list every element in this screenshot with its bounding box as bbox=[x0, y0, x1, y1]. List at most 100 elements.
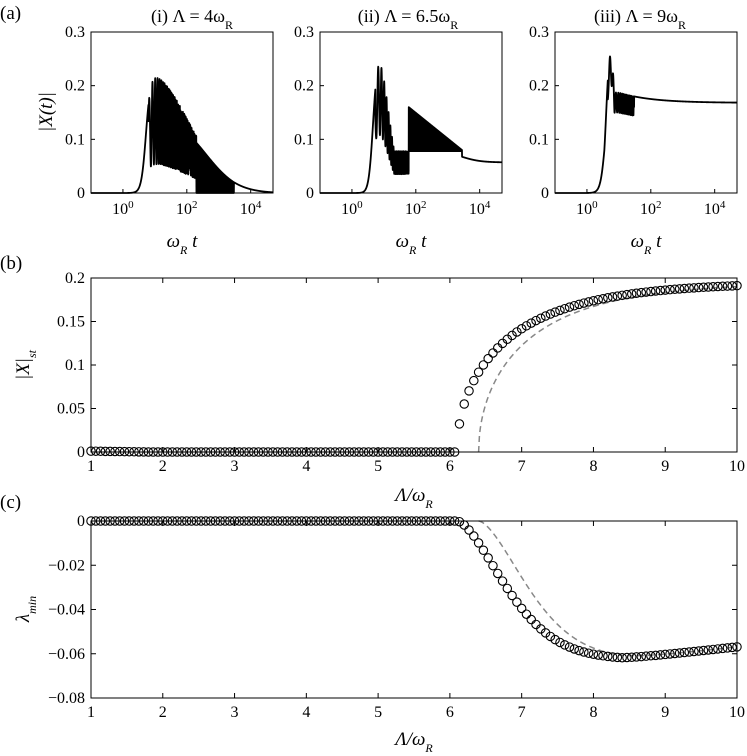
chart-c-marker-122 bbox=[670, 648, 680, 659]
chart-b-marker-88 bbox=[507, 330, 517, 341]
chart-a-i-line bbox=[90, 77, 274, 194]
chart-b-marker-115 bbox=[636, 287, 647, 298]
chart-b-marker-80 bbox=[469, 375, 479, 386]
chart-c-frame bbox=[90, 520, 738, 699]
chart-b-marker-99 bbox=[559, 303, 570, 314]
chart-b-marker-92 bbox=[526, 318, 536, 328]
chart-c-ytick-label-2: −0.04 bbox=[48, 602, 85, 619]
chart-b-xtick-label-0: 1 bbox=[87, 458, 95, 475]
chart-c-marker-79 bbox=[464, 525, 474, 535]
chart-c-marker-105 bbox=[588, 649, 599, 659]
chart-c-marker-83 bbox=[483, 553, 493, 563]
chart-a-ii: (ii) Λ = 6.5ωR 100 102 104 0 0.1 0.2 0.3 ωR t bbox=[294, 6, 503, 257]
chart-b-marker-103 bbox=[579, 298, 589, 308]
chart-c-marker-96 bbox=[545, 631, 556, 642]
chart-a-ii-line bbox=[319, 65, 503, 194]
chart-b-ytick-label-0: 0 bbox=[77, 444, 85, 461]
chart-a-ii-ytick-label-2: 0.2 bbox=[294, 78, 314, 95]
chart-a-iii-xlabel: ωR t bbox=[631, 231, 663, 257]
chart-c-marker-127 bbox=[693, 646, 704, 656]
chart-b-marker-84 bbox=[488, 348, 498, 358]
chart-c-marker-103 bbox=[579, 647, 589, 657]
chart-b-marker-5 bbox=[110, 446, 120, 457]
chart-c-marker-86 bbox=[497, 576, 508, 586]
chart-b-marker-102 bbox=[574, 299, 584, 310]
chart-a-iii-xtick-label-1: 102 bbox=[640, 199, 662, 218]
chart-c-marker-119 bbox=[655, 650, 666, 660]
chart-b-marker-104 bbox=[583, 297, 594, 307]
chart-c-marker-77 bbox=[454, 516, 465, 527]
chart-c-marker-101 bbox=[569, 644, 580, 654]
chart-a-i: (i) Λ = 4ωR 100 102 104 0 0.1 0.2 0.3 ωR t |X(… bbox=[36, 6, 274, 257]
chart-b-marker-82 bbox=[478, 360, 489, 370]
chart-c-markers bbox=[86, 516, 742, 663]
chart-c-marker-104 bbox=[583, 648, 594, 658]
chart-b-marker-91 bbox=[521, 321, 532, 331]
chart-c-marker-134 bbox=[727, 642, 737, 653]
chart-b-frame bbox=[90, 277, 738, 453]
chart-b-ytick-label-2: 0.1 bbox=[65, 357, 85, 374]
chart-a-i-xlabel: ωR t bbox=[167, 231, 199, 257]
chart-c-xtick-label-4: 5 bbox=[374, 704, 382, 721]
chart-b-marker-120 bbox=[660, 285, 670, 295]
chart-b-marker-125 bbox=[684, 283, 694, 293]
chart-a-i-xtick-label-1: 102 bbox=[176, 199, 198, 218]
chart-a-i-xtick-label-0: 100 bbox=[112, 199, 134, 218]
chart-b-marker-100 bbox=[564, 302, 575, 312]
chart-c-marker-84 bbox=[488, 560, 498, 571]
chart-c-marker-80 bbox=[469, 531, 479, 541]
chart-b-marker-121 bbox=[665, 284, 675, 295]
chart-c-marker-93 bbox=[531, 619, 541, 630]
chart-b-xtick-label-6: 7 bbox=[518, 458, 526, 475]
chart-b-marker-134 bbox=[727, 281, 737, 291]
chart-a-i-frame bbox=[90, 31, 274, 194]
chart-c-marker-90 bbox=[516, 603, 527, 614]
chart-c-marker-129 bbox=[703, 645, 714, 655]
chart-a-i-ytick-label-3: 0.3 bbox=[65, 24, 85, 41]
chart-c-marker-123 bbox=[674, 648, 685, 658]
chart-b-marker-95 bbox=[540, 311, 551, 321]
chart-a-iii-xtick-label-2: 104 bbox=[704, 199, 726, 218]
chart-c-xlabel: Λ/ωR bbox=[393, 729, 433, 755]
chart-c-marker-81 bbox=[473, 538, 484, 548]
chart-c-xtick-label-9: 10 bbox=[729, 704, 745, 721]
chart-c-ylabel: λmin bbox=[13, 596, 39, 623]
chart-a-i-ylabel: |X(t)| bbox=[36, 92, 57, 132]
chart-b-marker-93 bbox=[531, 315, 541, 326]
chart-c-marker-116 bbox=[641, 651, 651, 661]
chart-a-i-ytick-label-2: 0.2 bbox=[65, 78, 85, 95]
chart-b-marker-122 bbox=[670, 284, 680, 295]
chart-c-marker-110 bbox=[612, 652, 623, 663]
chart-b-marker-126 bbox=[689, 283, 699, 293]
chart-c-marker-125 bbox=[684, 647, 694, 657]
chart-c-marker-108 bbox=[603, 651, 613, 662]
chart-c-ytick-label-3: −0.06 bbox=[48, 646, 85, 663]
chart-b-marker-89 bbox=[512, 327, 522, 337]
chart-b-marker-123 bbox=[674, 284, 685, 294]
chart-b-marker-106 bbox=[593, 294, 603, 305]
chart-c-marker-92 bbox=[526, 614, 536, 625]
chart-b-analytic-line bbox=[477, 285, 738, 453]
chart-b-marker-81 bbox=[473, 367, 484, 377]
chart-b-marker-107 bbox=[598, 293, 608, 304]
chart-c-marker-124 bbox=[679, 647, 690, 658]
chart-b-marker-83 bbox=[483, 353, 493, 364]
chart-a-ii-xtick-label-2: 104 bbox=[469, 199, 491, 218]
chart-c-marker-95 bbox=[540, 628, 551, 638]
chart-c-marker-82 bbox=[478, 545, 489, 556]
chart-a-ii-ytick-label-3: 0.3 bbox=[294, 24, 314, 41]
chart-b-xtick-label-4: 5 bbox=[374, 458, 382, 475]
chart-a-ii-xtick-label-0: 100 bbox=[341, 199, 363, 218]
chart-c-marker-106 bbox=[593, 650, 603, 660]
chart-c-xtick-label-2: 3 bbox=[231, 704, 239, 721]
chart-b-marker-124 bbox=[679, 283, 690, 294]
chart-c-marker-131 bbox=[713, 644, 723, 654]
chart-b-marker-114 bbox=[631, 288, 642, 299]
chart-b-marker-101 bbox=[569, 300, 580, 311]
chart-b-marker-110 bbox=[612, 291, 623, 301]
chart-b: 1 2 3 4 5 6 7 8 9 10 0 0.05 0.1 0.15 0.2 Λ/ωR |X|st bbox=[13, 270, 745, 511]
chart-a-ii-frame bbox=[319, 31, 503, 194]
chart-b-marker-4 bbox=[105, 446, 115, 457]
chart-b-ytick-label-1: 0.05 bbox=[57, 401, 85, 418]
chart-c-marker-111 bbox=[617, 652, 627, 663]
